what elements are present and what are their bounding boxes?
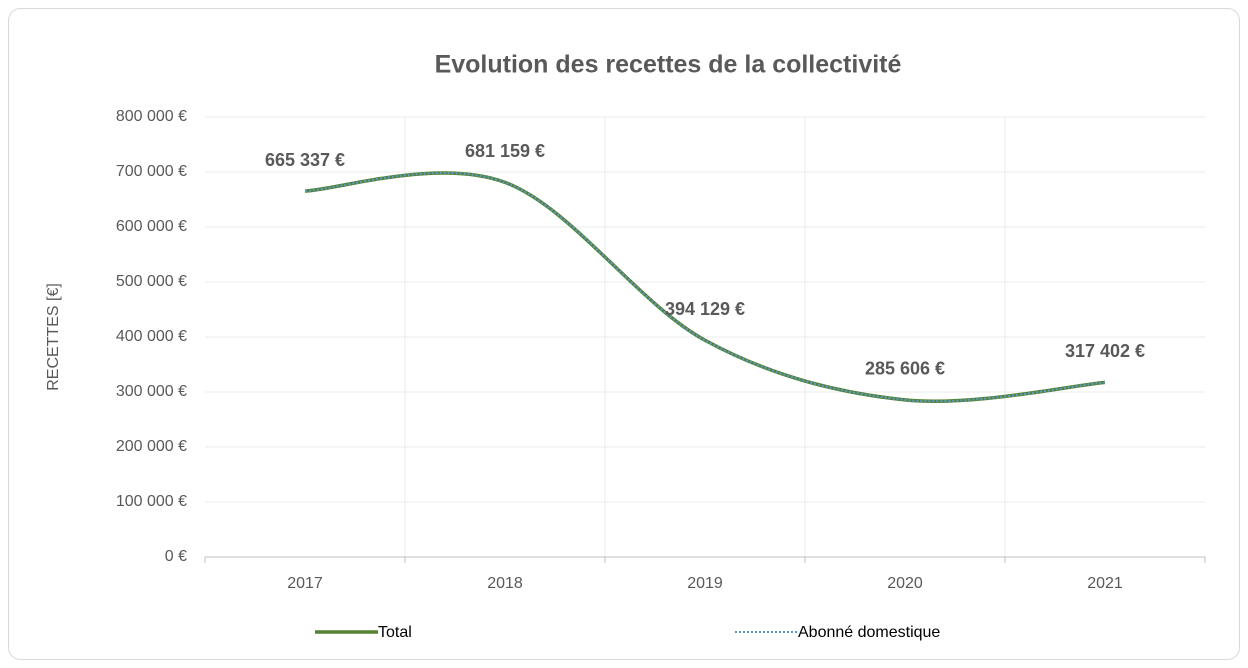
y-axis-title: RECETTES [€] [45,283,62,391]
chart-title: Evolution des recettes de la collectivit… [435,51,902,79]
y-tick-label: 500 000 € [116,273,187,290]
y-tick-label: 700 000 € [116,163,187,180]
data-label: 394 129 € [665,299,745,319]
x-tick-label: 2017 [287,575,323,592]
legend-label: Abonné domestique [798,624,940,641]
y-tick-label: 200 000 € [116,438,187,455]
y-tick-label: 0 € [165,548,187,565]
x-tick-label: 2018 [487,575,523,592]
y-tick-label: 400 000 € [116,328,187,345]
x-tick-label: 2020 [887,575,923,592]
y-tick-label: 600 000 € [116,218,187,235]
y-tick-label: 800 000 € [116,108,187,125]
data-label: 285 606 € [865,359,945,379]
series-line [304,171,1106,403]
data-label: 665 337 € [265,150,345,170]
legend-label: Total [378,624,412,641]
chart-border [8,8,1240,660]
data-label: 681 159 € [465,141,545,161]
y-tick-label: 100 000 € [116,493,187,510]
x-tick-label: 2021 [1087,575,1123,592]
y-tick-label: 300 000 € [116,383,187,400]
data-label: 317 402 € [1065,341,1145,361]
x-tick-label: 2019 [687,575,723,592]
